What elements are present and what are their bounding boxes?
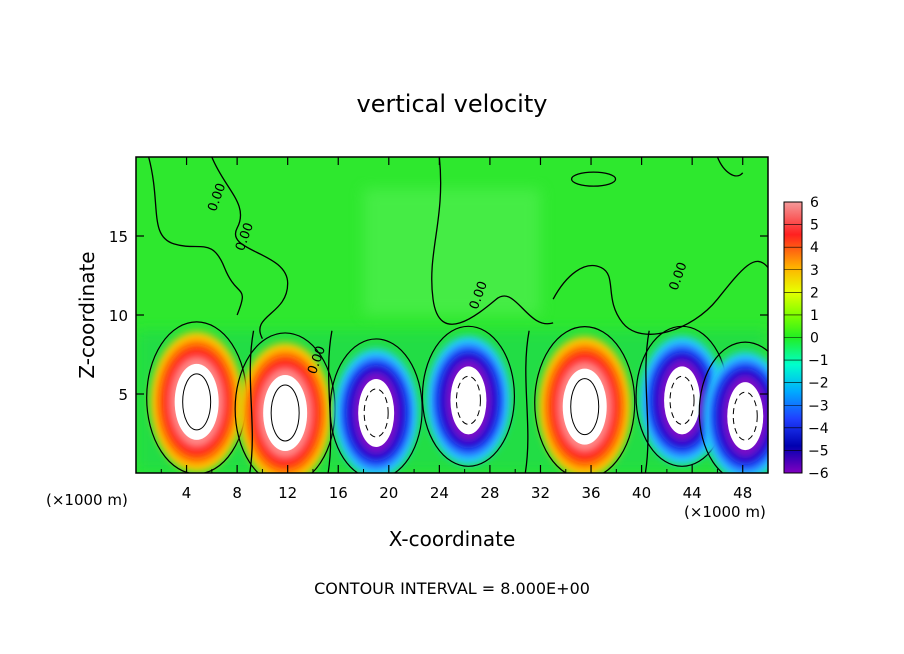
convective-cell [534,326,636,473]
y-tick-label: 5 [118,386,128,404]
x-tick-label: 12 [278,484,297,502]
y-axis-label: Z-coordinate [75,251,99,378]
colorbar-tick-label: 5 [810,218,819,234]
colorbar-tick-label: −4 [808,421,829,437]
x-tick-label: 28 [480,484,499,502]
zero-contours [148,157,768,473]
colorbar-tick-label: −2 [808,376,829,392]
x-axis: 4 8 12 16 20 24 28 32 36 40 44 48 [160,157,752,502]
colorbar-tick-label: 3 [810,263,819,279]
x-axis-label: X-coordinate [389,527,516,551]
colorbar-tick-label: 4 [810,240,819,256]
x-tick-label: 36 [581,484,600,502]
x-tick-label: 4 [182,484,192,502]
y-axis: 5 10 15 [109,228,768,404]
x-unit-right: (×1000 m) [684,503,766,521]
x-tick-label: 20 [379,484,398,502]
convective-cell [234,332,336,473]
colorbar-tick-label: −1 [808,353,829,369]
x-tick-label: 24 [430,484,449,502]
colorbar-tick-label: 1 [810,308,819,324]
x-tick-label: 16 [329,484,348,502]
contour-interval-footer: CONTOUR INTERVAL = 8.000E+00 [314,579,590,598]
convective-cell [329,338,423,473]
convective-cell [421,325,516,467]
x-tick-label: 32 [531,484,550,502]
x-tick-label: 8 [232,484,242,502]
colorbar-ticks: 6 5 4 3 2 1 0 −1 −2 −3 −4 −5 −6 [784,195,829,482]
y-tick-label: 15 [109,228,128,246]
heatmap-field: 0.000.000.000.000.00 [136,157,768,473]
colorbar-tick-label: 0 [810,331,819,347]
colorbar-tick-label: −6 [808,466,829,482]
convective-cell [698,341,768,473]
chart-title: vertical velocity [357,90,548,118]
colorbar-tick-label: −3 [808,398,829,414]
convective-cell [146,321,248,473]
y-tick-label: 10 [109,307,128,325]
x-tick-label: 44 [683,484,702,502]
x-tick-label: 48 [733,484,752,502]
colorbar-tick-label: 2 [810,285,819,301]
x-unit-left: (×1000 m) [46,491,128,509]
colorbar-tick-label: 6 [810,195,819,211]
x-tick-label: 40 [632,484,651,502]
colorbar-tick-label: −5 [808,443,829,459]
